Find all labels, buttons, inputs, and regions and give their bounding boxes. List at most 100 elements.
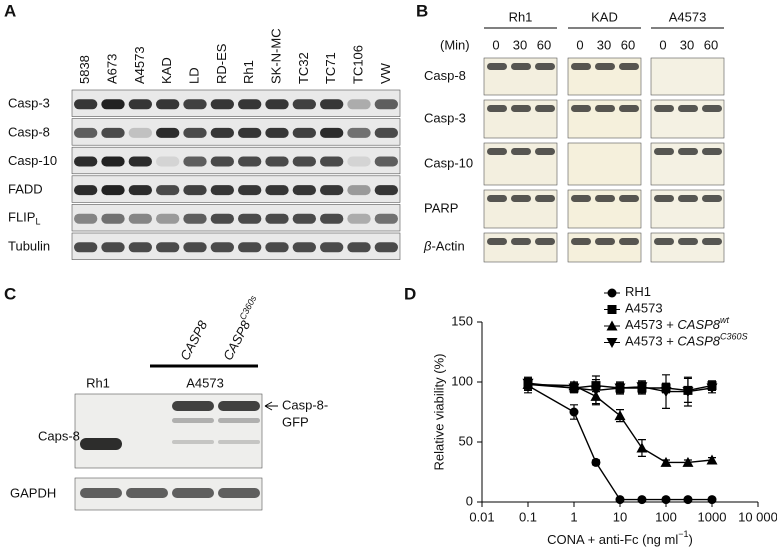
blot-band	[156, 185, 180, 196]
marker	[682, 456, 694, 467]
x-tick-label: 1000	[698, 509, 727, 524]
panel-label: A	[4, 1, 16, 20]
lane-label: A673	[104, 54, 119, 84]
blot-band	[292, 213, 316, 224]
blot-band	[210, 99, 234, 110]
blot-band	[183, 156, 207, 167]
y-tick-label: 100	[451, 373, 473, 388]
row-label: FLIPL	[8, 210, 40, 227]
blot	[71, 232, 401, 260]
blot-band	[101, 242, 125, 253]
y-tick-label: 50	[459, 433, 473, 448]
blot-band	[238, 213, 262, 224]
blot-band	[101, 185, 125, 196]
blot-band	[101, 156, 125, 167]
row-label: GAPDH	[10, 485, 56, 500]
marker	[614, 410, 626, 421]
text: RH1	[625, 284, 651, 299]
blot-band	[595, 238, 615, 245]
lane-label: A4573	[132, 46, 147, 84]
arrow-label: Casp-8-	[282, 397, 328, 412]
blot-band	[571, 63, 591, 70]
blot-band	[218, 401, 260, 411]
marker	[615, 495, 625, 505]
blot-band	[172, 440, 214, 444]
blot-band	[128, 99, 152, 110]
blot-band	[320, 156, 344, 167]
blot-band	[374, 213, 398, 224]
blot-band	[320, 213, 344, 224]
blot-band	[320, 185, 344, 196]
marker	[636, 382, 648, 393]
blot-band	[535, 63, 555, 70]
blot-band	[172, 401, 214, 411]
blot-band	[347, 185, 371, 196]
y-tick-label: 150	[451, 313, 473, 328]
blot-band	[374, 156, 398, 167]
blot-band	[80, 488, 122, 498]
blot-band	[487, 238, 507, 245]
blot-band	[654, 105, 674, 112]
text: A4573 +	[625, 317, 677, 332]
blot-band	[654, 195, 674, 202]
blot-band	[128, 127, 152, 138]
blot	[650, 232, 725, 263]
blot-band	[320, 99, 344, 110]
row-label: Casp-10	[8, 153, 57, 168]
lane-label: TC106	[350, 45, 365, 84]
time-label: 30	[680, 37, 694, 52]
blot-band	[595, 195, 615, 202]
series-line	[527, 383, 713, 464]
blot	[71, 89, 401, 117]
marker	[661, 495, 671, 505]
blot-band	[374, 127, 398, 138]
panel-label: D	[404, 284, 416, 303]
arrow-label: GFP	[282, 414, 309, 429]
blot-band	[654, 148, 674, 155]
blot-band	[487, 148, 507, 155]
lane-label: A4573	[186, 375, 224, 390]
blot-band	[571, 105, 591, 112]
lane-label: LD	[186, 67, 201, 84]
blot-band	[218, 418, 260, 423]
y-tick-label: 0	[466, 493, 473, 508]
row-label: Caps-8	[38, 428, 80, 443]
blot-band	[101, 127, 125, 138]
blot-band	[702, 148, 722, 155]
blot-band	[535, 238, 555, 245]
blot-band	[210, 127, 234, 138]
blot-band	[156, 156, 180, 167]
legend-entry: A4573	[625, 301, 663, 316]
superscript: −1	[678, 529, 688, 539]
marker	[590, 385, 602, 396]
superscript: C360S	[720, 332, 748, 342]
lane-label: Rh1	[86, 375, 110, 390]
panel-label: C	[4, 284, 16, 303]
blot-band	[183, 127, 207, 138]
blot-band	[702, 195, 722, 202]
blot-band	[347, 99, 371, 110]
blot-band	[619, 105, 639, 112]
blot-band	[347, 156, 371, 167]
series-line	[527, 382, 713, 393]
time-label: 60	[621, 37, 635, 52]
marker	[707, 495, 717, 505]
row-label: Tubulin	[8, 239, 50, 254]
blot-band	[238, 99, 262, 110]
blot-band	[487, 105, 507, 112]
text: CASP8	[177, 318, 211, 363]
blot-band	[210, 185, 234, 196]
lane-label: TC71	[323, 52, 338, 84]
lane-label: Rh1	[241, 60, 256, 84]
blot-band	[265, 99, 289, 110]
marker	[660, 456, 672, 467]
x-tick-label: 10 000	[738, 509, 777, 524]
row-label: FADD	[8, 182, 43, 197]
blot-band	[511, 105, 531, 112]
blot-band	[238, 242, 262, 253]
lane-label: KAD	[159, 57, 174, 84]
blot-band	[183, 242, 207, 253]
row-label: Casp-3	[424, 110, 466, 125]
marker	[591, 457, 601, 467]
